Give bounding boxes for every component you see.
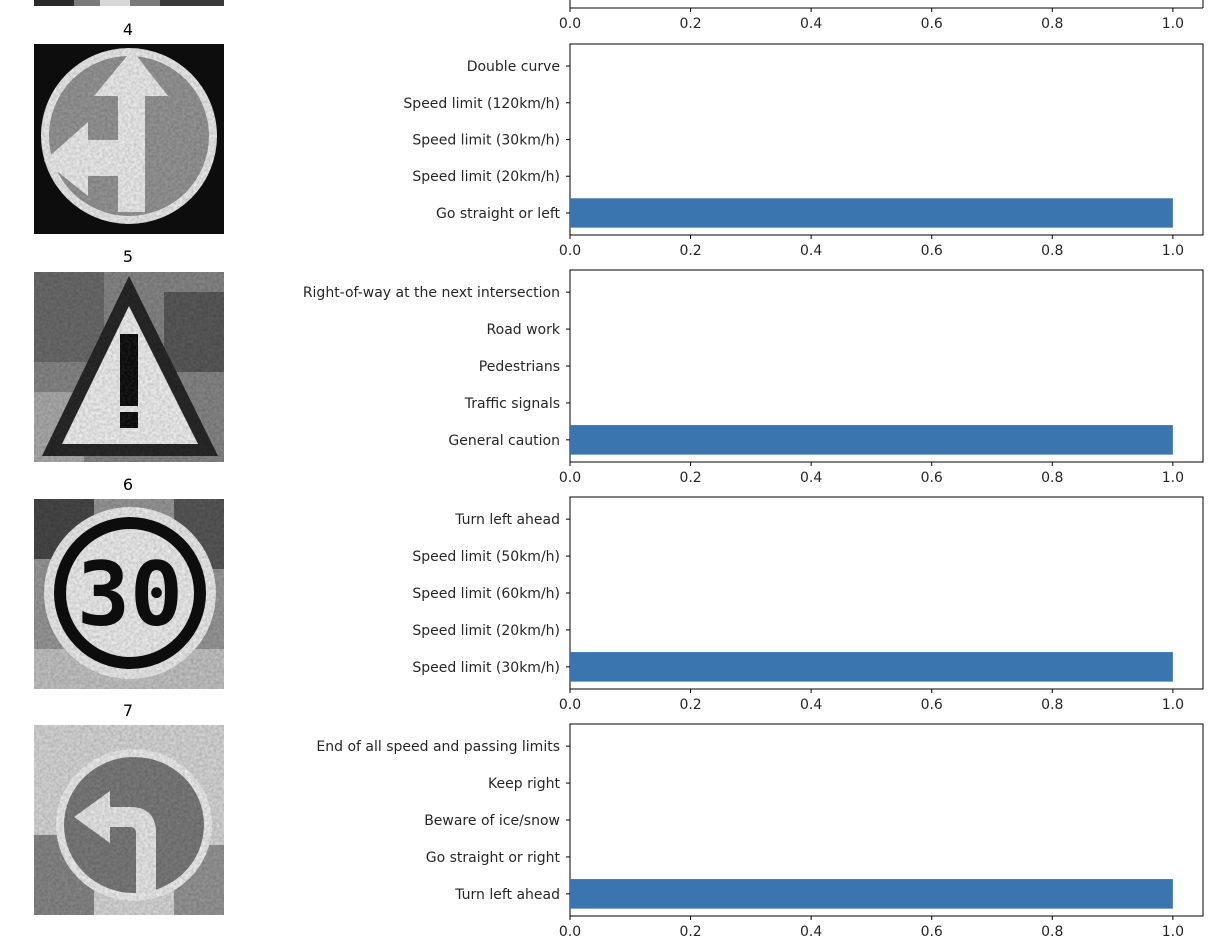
x-tick-label: 0.4 xyxy=(800,16,822,32)
x-tick-label: 0.0 xyxy=(559,470,581,486)
speed-limit-30-sign: 30 xyxy=(34,499,224,689)
x-tick-label: 0.2 xyxy=(679,243,701,259)
x-tick-label: 0.8 xyxy=(1041,697,1063,713)
chart-panel: 0.0 0.2 0.4 0.6 0.8 1.0 xyxy=(559,0,1204,32)
x-tick-label: 0.4 xyxy=(800,243,822,259)
y-tick-label: Right-of-way at the next intersection xyxy=(303,285,560,301)
panel-label: 5 xyxy=(123,247,133,266)
y-tick-label: Speed limit (120km/h) xyxy=(403,96,560,112)
x-tick-label: 0.6 xyxy=(921,470,943,486)
chart-panel: 4 Double curve Speed limit (120km/h) Speed … xyxy=(123,20,1204,259)
y-tick-label: Speed limit (20km/h) xyxy=(412,169,560,185)
bar xyxy=(570,879,1173,909)
x-tick-label: 0.6 xyxy=(921,697,943,713)
panel-label: 4 xyxy=(123,20,133,39)
x-tick-label: 0.8 xyxy=(1041,16,1063,32)
y-tick-label: Speed limit (50km/h) xyxy=(412,549,560,565)
x-tick-label: 0.2 xyxy=(679,924,701,940)
bar xyxy=(570,652,1173,682)
svg-text:30: 30 xyxy=(77,543,183,646)
x-tick-label: 0.0 xyxy=(559,243,581,259)
chart-panel: 6 Turn left ahead Speed limit (50km/h) Spee… xyxy=(123,475,1204,713)
y-tick-label: End of all speed and passing limits xyxy=(316,739,560,755)
x-tick-label: 0.2 xyxy=(679,16,701,32)
x-tick-label: 0.0 xyxy=(559,697,581,713)
y-tick-label: Speed limit (30km/h) xyxy=(412,660,560,676)
y-tick-label: Speed limit (60km/h) xyxy=(412,586,560,602)
y-tick-label: Beware of ice/snow xyxy=(424,813,560,829)
turn-left-ahead-sign xyxy=(34,725,224,915)
x-tick-label: 0.2 xyxy=(679,470,701,486)
y-tick-label: Double curve xyxy=(467,59,560,75)
x-tick-label: 0.8 xyxy=(1041,470,1063,486)
y-tick-label: Speed limit (20km/h) xyxy=(412,623,560,639)
y-tick-label: General caution xyxy=(448,433,560,449)
y-tick-label: Turn left ahead xyxy=(454,887,560,903)
x-tick-label: 0.4 xyxy=(800,924,822,940)
x-tick-label: 1.0 xyxy=(1162,16,1184,32)
x-tick-label: 0.0 xyxy=(559,924,581,940)
y-tick-label: Road work xyxy=(487,322,561,338)
x-tick-label: 0.6 xyxy=(921,16,943,32)
bar xyxy=(570,198,1173,228)
x-tick-label: 0.6 xyxy=(921,924,943,940)
y-tick-label: Keep right xyxy=(488,776,560,792)
chart-panel: 5 Right-of-way at the next intersection Ro… xyxy=(123,247,1204,486)
x-tick-label: 1.0 xyxy=(1162,697,1184,713)
x-tick-label: 0.2 xyxy=(679,697,701,713)
chart-panel: 7 End of all speed and passing limits Keep… xyxy=(123,701,1204,940)
x-tick-label: 0.4 xyxy=(800,697,822,713)
x-tick-label: 0.4 xyxy=(800,470,822,486)
x-tick-label: 1.0 xyxy=(1162,470,1184,486)
panel-label: 6 xyxy=(123,475,133,494)
y-tick-label: Go straight or left xyxy=(436,206,561,222)
panel-label: 7 xyxy=(123,701,133,720)
go-straight-or-left-sign xyxy=(34,44,224,234)
x-tick-label: 0.0 xyxy=(559,16,581,32)
y-tick-label: Pedestrians xyxy=(479,359,560,375)
partial-sign-thumbnail xyxy=(34,0,224,6)
bar xyxy=(570,425,1173,455)
x-tick-label: 1.0 xyxy=(1162,924,1184,940)
y-tick-label: Go straight or right xyxy=(426,850,561,866)
x-tick-label: 1.0 xyxy=(1162,243,1184,259)
y-tick-label: Turn left ahead xyxy=(454,512,560,528)
y-tick-label: Traffic signals xyxy=(464,396,560,412)
general-caution-sign xyxy=(34,272,224,462)
x-tick-label: 0.6 xyxy=(921,243,943,259)
y-tick-label: Speed limit (30km/h) xyxy=(412,133,560,149)
x-tick-label: 0.8 xyxy=(1041,924,1063,940)
x-tick-label: 0.8 xyxy=(1041,243,1063,259)
